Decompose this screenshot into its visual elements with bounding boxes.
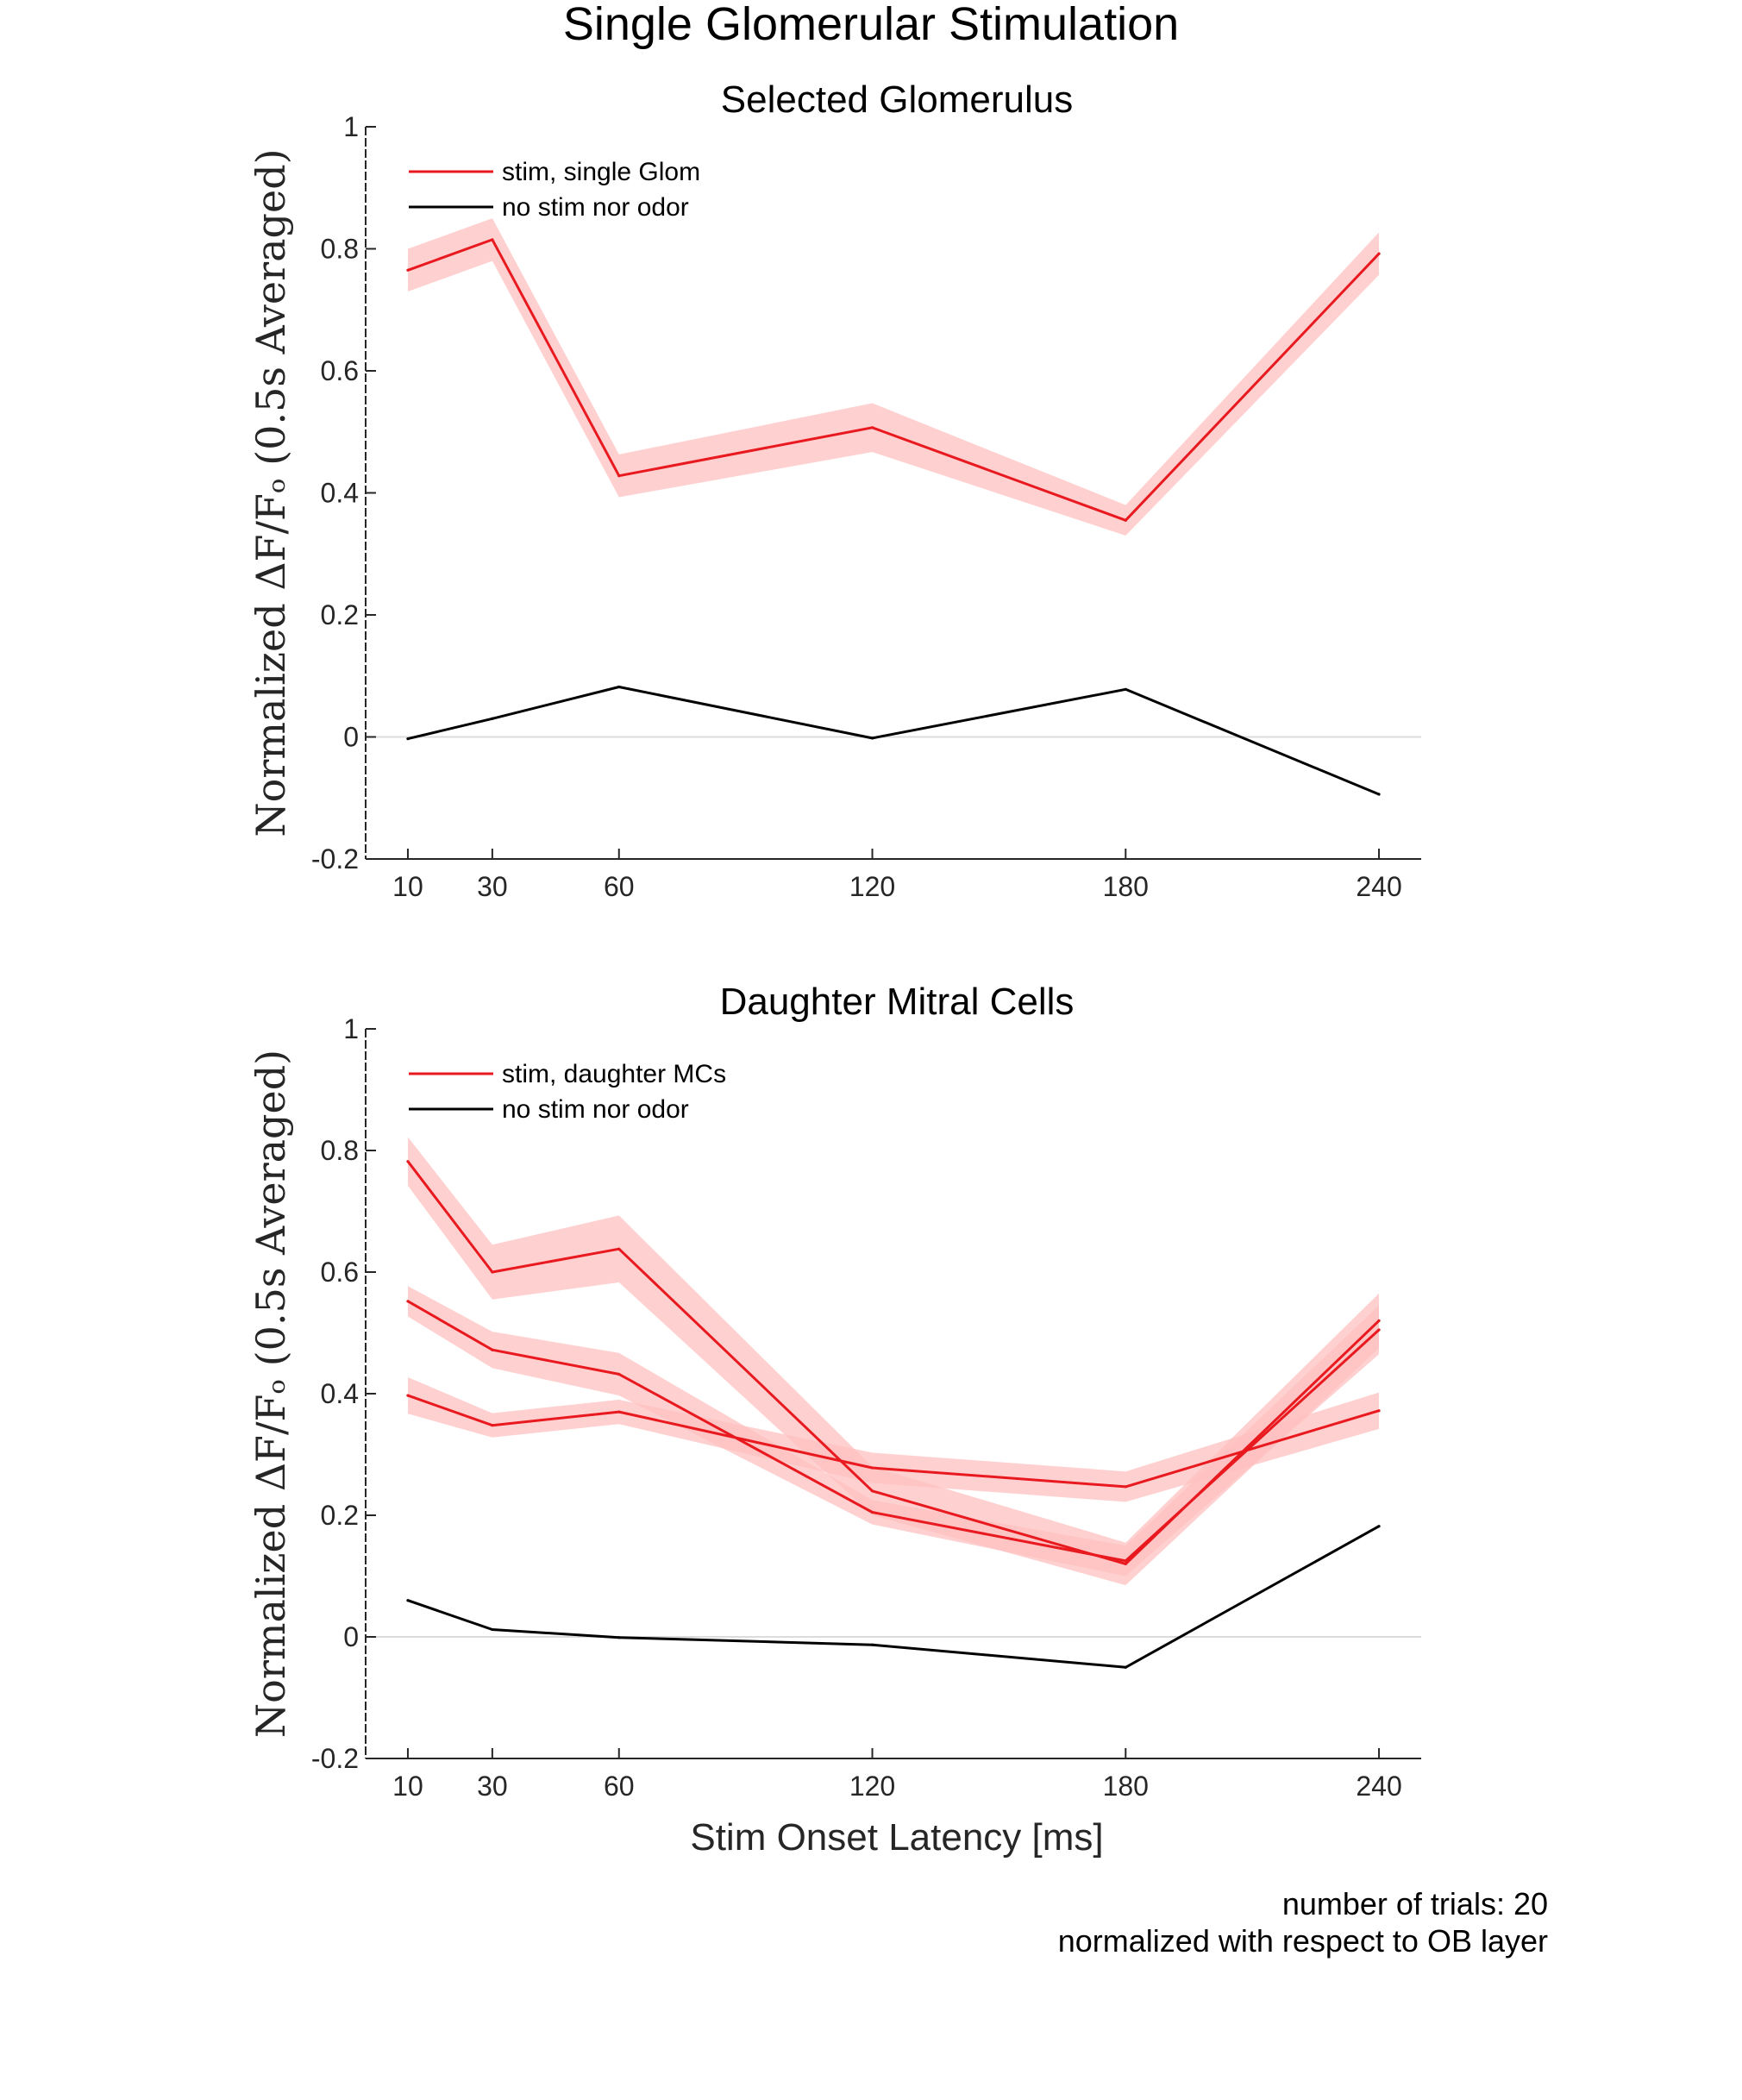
- x-tick-label: 60: [604, 1771, 635, 1802]
- x-tick-label: 120: [849, 1771, 895, 1802]
- panel-title: Daughter Mitral Cells: [720, 981, 1075, 1023]
- data-point: [406, 1394, 410, 1397]
- y-axis-label: Normalized ΔF/Fₒ (0.5s Averaged): [248, 1050, 294, 1738]
- data-point: [406, 268, 410, 272]
- data-point: [1124, 518, 1127, 522]
- data-point: [617, 474, 621, 478]
- y-tick-label: 0.8: [321, 234, 359, 265]
- y-tick-label: 0: [343, 722, 359, 753]
- legend-label: stim, single Glom: [502, 158, 700, 186]
- y-tick-label: -0.2: [311, 843, 359, 874]
- data-point: [1377, 1525, 1381, 1528]
- y-tick-label: 0.2: [321, 1500, 359, 1531]
- data-point: [870, 1643, 874, 1646]
- data-point: [1124, 1485, 1127, 1489]
- data-point: [617, 1247, 621, 1251]
- data-point: [870, 1489, 874, 1493]
- x-tick-label: 180: [1103, 1771, 1149, 1802]
- y-tick-label: 0.6: [321, 355, 359, 386]
- series-line-3: [407, 1525, 1380, 1669]
- data-point: [406, 1300, 410, 1303]
- y-tick-label: 0.8: [321, 1135, 359, 1166]
- data-point: [1124, 1559, 1127, 1563]
- y-tick-label: 1: [343, 111, 359, 142]
- data-point: [1124, 1562, 1127, 1565]
- data-point: [617, 1372, 621, 1376]
- note-trials: number of trials: 20: [1282, 1886, 1548, 1921]
- data-point: [491, 717, 494, 720]
- legend-label: no stim nor odor: [502, 193, 689, 222]
- data-point: [1377, 1328, 1381, 1332]
- data-point: [617, 1410, 621, 1414]
- data-point: [1377, 252, 1381, 255]
- note-normalization: normalized with respect to OB layer: [1058, 1923, 1548, 1959]
- series-line-1: [407, 686, 1380, 796]
- x-tick-label: 240: [1356, 871, 1401, 902]
- error-band-series-2: [408, 1377, 1379, 1502]
- legend-label: stim, daughter MCs: [502, 1060, 726, 1088]
- data-point: [491, 1424, 494, 1427]
- data-point: [1377, 1319, 1381, 1322]
- x-tick-label: 180: [1103, 871, 1149, 902]
- error-band-series-0: [408, 218, 1379, 536]
- panel-title: Selected Glomerulus: [721, 78, 1073, 121]
- figure-suptitle: Single Glomerular Stimulation: [563, 0, 1179, 50]
- data-point: [870, 737, 874, 740]
- y-tick-label: 0.2: [321, 599, 359, 630]
- data-point: [406, 1160, 410, 1163]
- error-band-series-0: [408, 1137, 1379, 1586]
- error-band-series-1: [408, 1286, 1379, 1577]
- data-point: [406, 737, 410, 741]
- x-tick-label: 10: [392, 1771, 423, 1802]
- data-point: [491, 238, 494, 241]
- x-tick-label: 30: [477, 1771, 508, 1802]
- data-point: [870, 426, 874, 429]
- data-point: [617, 1636, 621, 1639]
- series-line-0: [407, 238, 1381, 522]
- series-line-1: [407, 1300, 1381, 1563]
- x-tick-label: 240: [1356, 1771, 1401, 1802]
- axes-daughter-mitral-cells: Daughter Mitral Cells -0.2 0 0.2 0.4 0.6 0.8 1 1…: [248, 981, 1421, 1859]
- data-point: [1377, 1409, 1381, 1413]
- data-point: [406, 1599, 410, 1602]
- y-tick-label: 0.4: [321, 1378, 359, 1409]
- data-point: [870, 1466, 874, 1470]
- data-point: [491, 1348, 494, 1351]
- data-point: [1377, 793, 1381, 796]
- x-tick-label: 10: [392, 871, 423, 902]
- legend-label: no stim nor odor: [502, 1095, 689, 1124]
- y-tick-label: 0: [343, 1621, 359, 1652]
- series-line-2: [407, 1394, 1380, 1489]
- x-tick-label: 30: [477, 871, 508, 902]
- data-point: [1124, 1665, 1127, 1669]
- data-point: [491, 1627, 494, 1632]
- data-point: [870, 1510, 874, 1514]
- x-axis-label: Stim Onset Latency [ms]: [690, 1816, 1103, 1859]
- y-tick-label: 1: [343, 1013, 359, 1044]
- data-point: [1124, 687, 1127, 691]
- axes-selected-glomerulus: Selected Glomerulus -0.2 0 0.2 0.4 0.6 0.8 1 10 3…: [248, 78, 1421, 902]
- x-tick-label: 60: [604, 871, 635, 902]
- y-axis-label: Normalized ΔF/Fₒ (0.5s Averaged): [248, 148, 294, 837]
- x-tick-label: 120: [849, 871, 895, 902]
- y-tick-label: 0.6: [321, 1257, 359, 1288]
- y-tick-label: 0.4: [321, 478, 359, 509]
- y-tick-label: -0.2: [311, 1743, 359, 1774]
- data-point: [491, 1270, 494, 1274]
- data-point: [617, 685, 621, 689]
